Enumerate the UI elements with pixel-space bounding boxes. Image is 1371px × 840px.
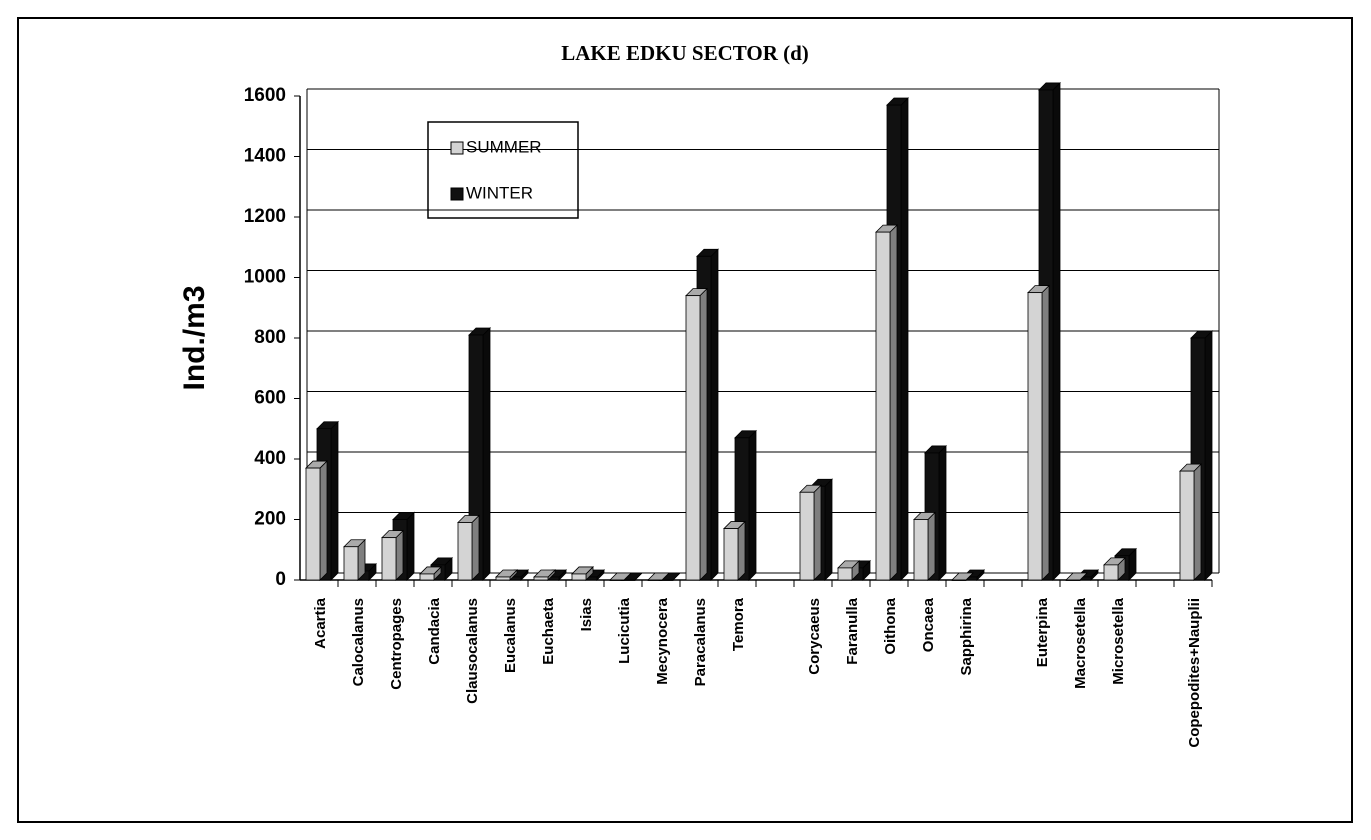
x-tick-label: Clausocalanus [464,598,481,704]
bar-side [710,248,719,581]
x-tick-label: Oncaea [920,597,937,652]
bar [951,579,967,581]
x-tick-label: Faranulla [844,597,861,664]
y-tick-label: 1400 [244,146,286,167]
x-tick-label: Microsetella [1110,597,1127,684]
legend-box [427,121,579,219]
bar [799,491,815,581]
bar [381,537,397,581]
bar [457,522,473,581]
x-tick-label: Sapphirina [958,597,975,675]
x-tick-label: Eucalanus [502,598,519,673]
bar-side [471,514,480,581]
bar [419,573,435,581]
y-tick-label: 1000 [244,267,286,288]
bar [1103,564,1119,581]
x-tick-label: Calocalanus [350,598,367,686]
x-tick-label: Euchaeta [540,597,557,664]
x-tick-label: Acartia [312,597,329,649]
y-tick-label: 600 [254,388,286,409]
bar-side [330,420,339,581]
bar [837,567,853,581]
y-tick-label: 1200 [244,206,286,227]
x-tick-label: Isias [578,598,595,631]
bar [343,546,359,581]
bar-side [1193,463,1202,581]
bar [913,519,929,581]
bar [305,467,321,581]
x-tick-label: Paracalanus [692,598,709,686]
y-tick-label: 0 [275,569,286,590]
legend-label: SUMMER [466,137,542,156]
bar-side [406,511,415,581]
y-tick-label: 200 [254,509,286,530]
x-tick-label: Copepodites+Nauplii [1186,598,1203,748]
x-tick-label: Oithona [882,597,899,654]
legend-swatch [450,141,464,155]
x-tick-label: Lucicutia [616,597,633,664]
bar-side [699,287,708,581]
y-tick-label: 800 [254,327,286,348]
bar [1027,292,1043,581]
y-tick-label: 1600 [244,85,286,106]
bar [723,528,739,581]
bar [533,576,549,581]
bar-side [824,478,833,581]
x-tick-label: Macrosetella [1072,597,1089,689]
x-tick-label: Corycaeus [806,598,823,675]
y-tick-label: 400 [254,448,286,469]
legend-label: WINTER [466,183,533,202]
bar-side [927,511,936,581]
bar-side [1204,330,1213,581]
bar [571,573,587,581]
bar-side [1052,81,1061,581]
bar-side [737,520,746,581]
bar-side [813,484,822,581]
x-tick-label: Mecynocera [654,597,671,684]
frame [17,17,1353,823]
x-tick-label: Candacia [426,597,443,664]
legend-swatch [450,187,464,201]
bar [1179,470,1195,581]
bar [1065,579,1081,581]
chart-title: LAKE EDKU SECTOR (d) [561,41,809,65]
bar [647,579,663,581]
bar-side [889,224,898,581]
bar-side [395,529,404,581]
bar-side [482,327,491,581]
bar [685,295,701,581]
bar-side [900,97,909,581]
x-tick-label: Temora [730,597,747,651]
bar [495,576,511,581]
bar-side [938,444,947,581]
x-tick-label: Euterpina [1034,597,1051,667]
bar [875,231,891,581]
y-axis-label: Ind./m3 [178,285,211,390]
bar-side [319,460,328,581]
bar-side [1041,284,1050,581]
bar [609,579,625,581]
bar-side [748,429,757,581]
x-tick-label: Centropages [388,598,405,690]
